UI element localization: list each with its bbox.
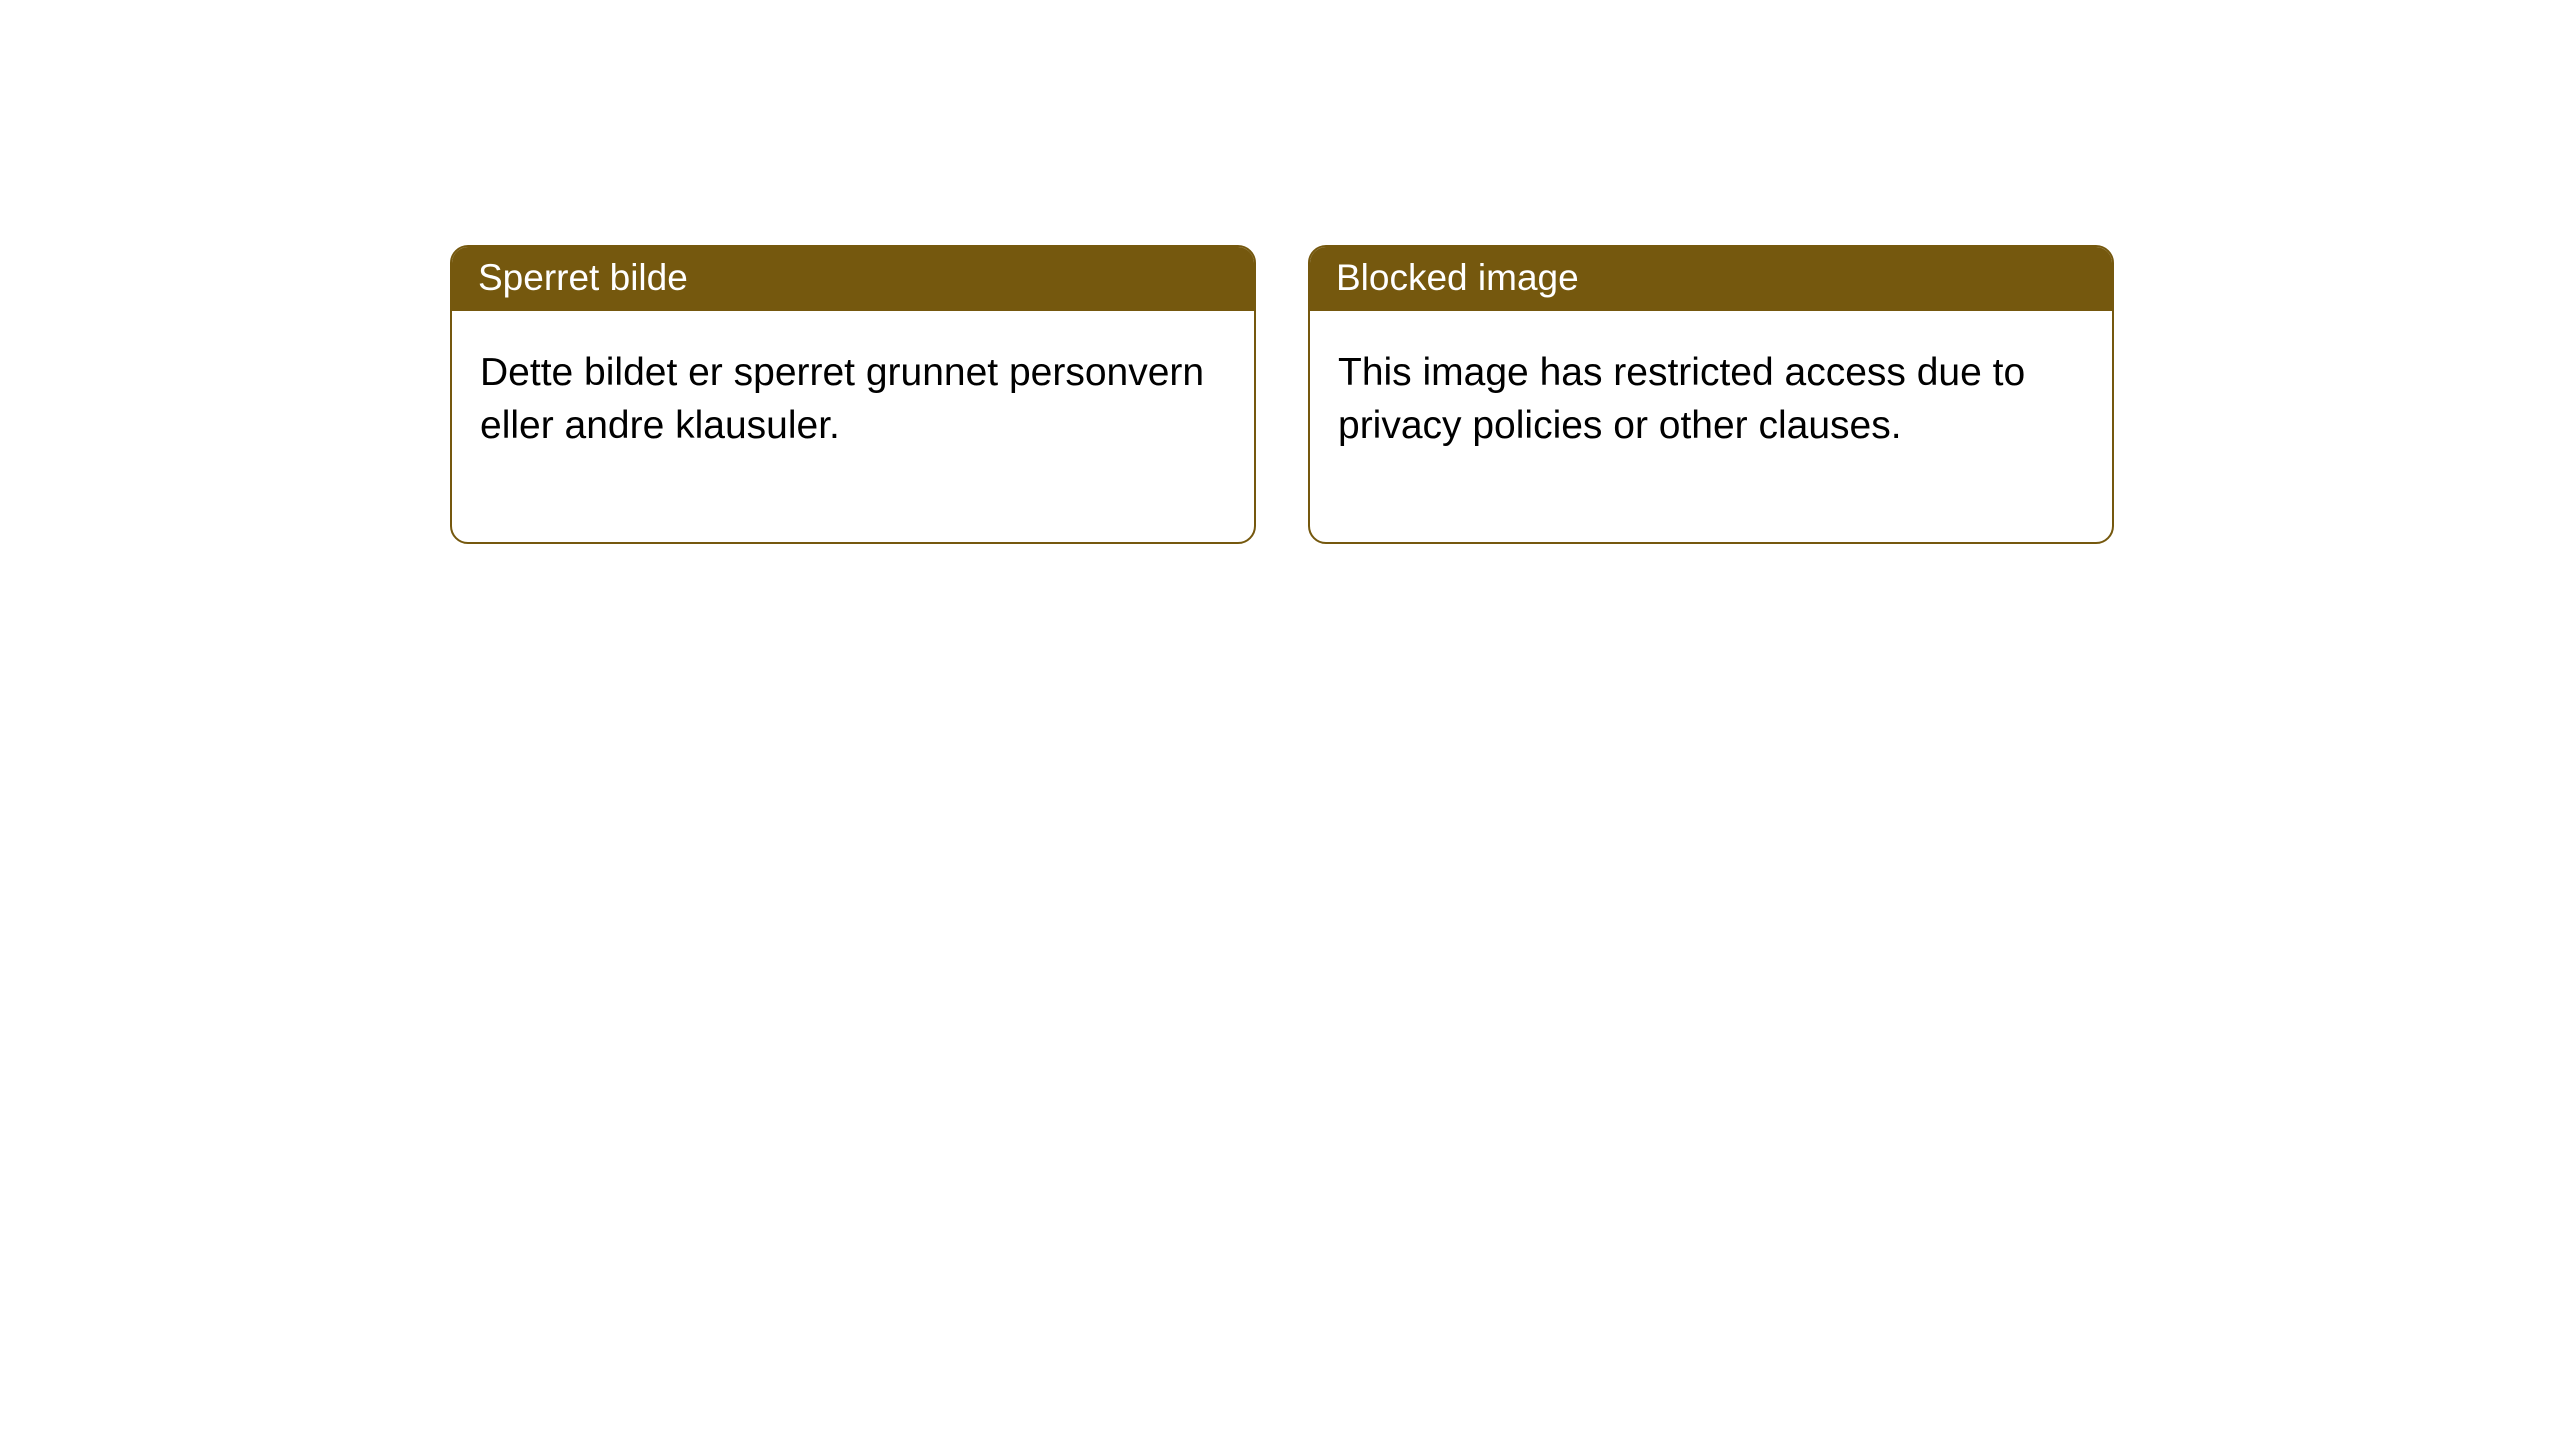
card-body: Dette bildet er sperret grunnet personve… bbox=[452, 311, 1254, 542]
card-body: This image has restricted access due to … bbox=[1310, 311, 2112, 542]
blocked-image-card-en: Blocked image This image has restricted … bbox=[1308, 245, 2114, 544]
card-title: Blocked image bbox=[1310, 247, 2112, 311]
card-title: Sperret bilde bbox=[452, 247, 1254, 311]
blocked-image-card-no: Sperret bilde Dette bildet er sperret gr… bbox=[450, 245, 1256, 544]
notice-container: Sperret bilde Dette bildet er sperret gr… bbox=[0, 0, 2560, 544]
